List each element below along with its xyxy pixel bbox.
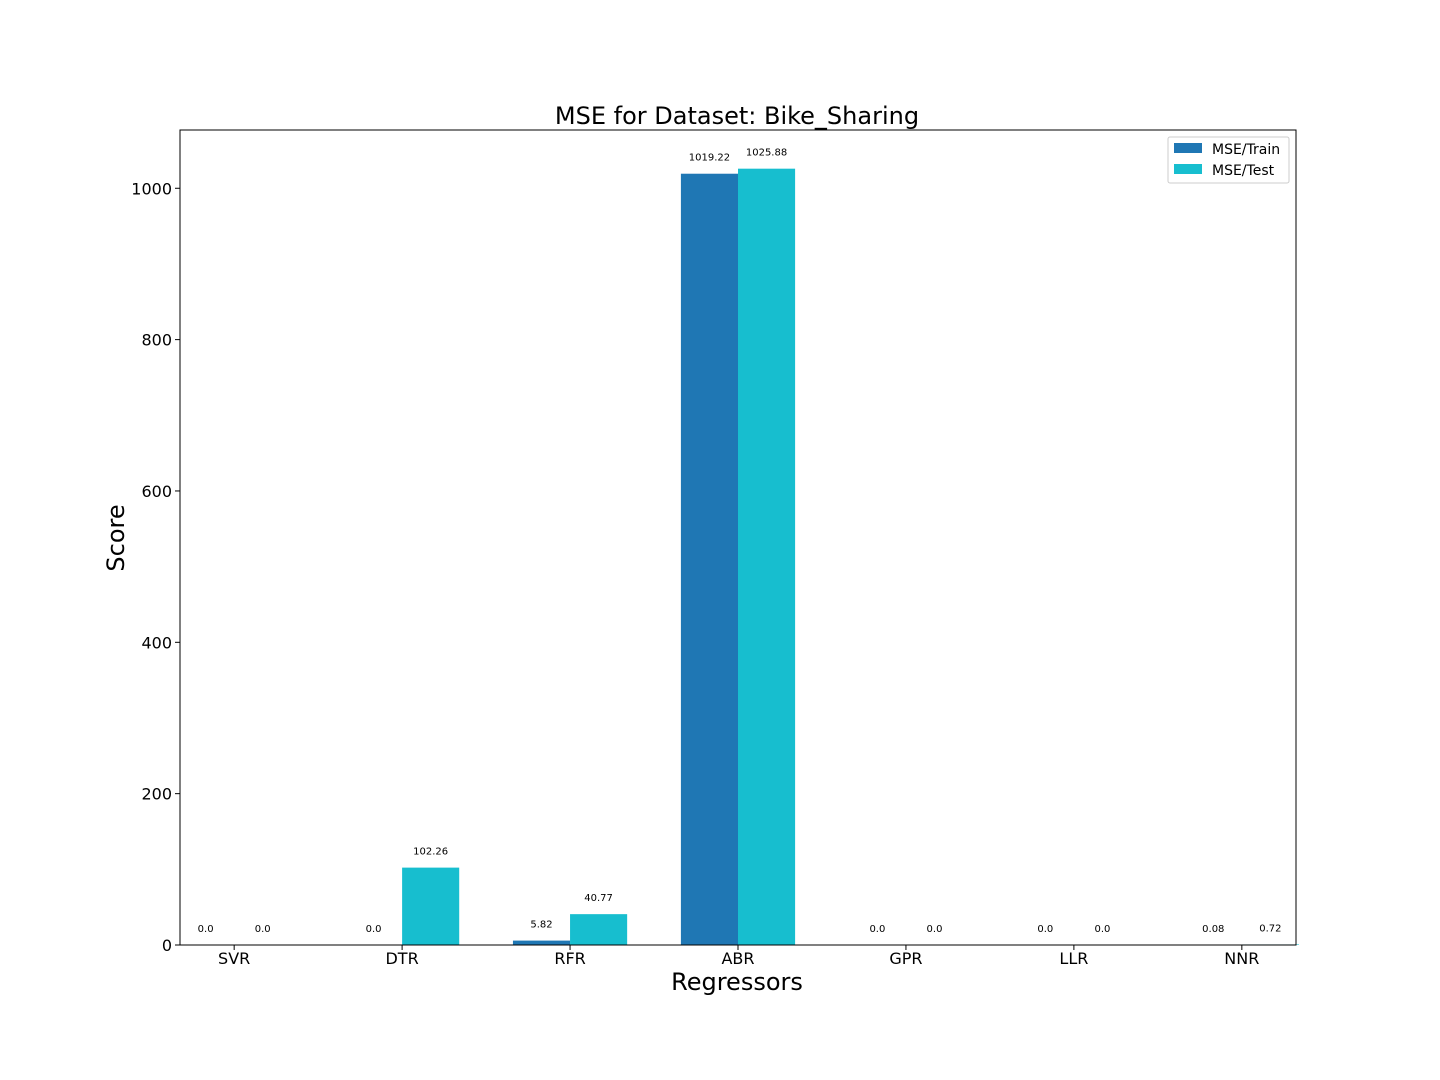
- y-axis-label: Score: [102, 504, 130, 571]
- x-tick-label-rfr: RFR: [554, 949, 585, 968]
- data-label-test-svr: 0.0: [255, 924, 271, 935]
- data-label-test-abr: 1025.88: [746, 148, 787, 159]
- bar-test-rfr: [570, 914, 628, 945]
- data-label-train-dtr: 0.0: [366, 924, 382, 935]
- x-axis: SVR DTR RFR ABR GPR LLR NNR: [218, 945, 1259, 968]
- y-tick-label: 800: [141, 331, 172, 350]
- data-label-test-nnr: 0.72: [1259, 923, 1281, 934]
- legend-swatch-test: [1174, 164, 1202, 174]
- data-label-test-rfr: 40.77: [584, 893, 613, 904]
- legend-label-train: MSE/Train: [1212, 142, 1280, 158]
- x-tick-label-gpr: GPR: [889, 949, 922, 968]
- data-label-train-abr: 1019.22: [689, 153, 730, 164]
- x-tick-label-svr: SVR: [218, 949, 250, 968]
- x-tick-label-nnr: NNR: [1224, 949, 1259, 968]
- data-label-train-nnr: 0.08: [1202, 924, 1224, 935]
- data-label-test-gpr: 0.0: [927, 924, 943, 935]
- y-tick-label: 400: [141, 633, 172, 652]
- bar-train-rfr: [512, 940, 571, 945]
- x-tick-label-abr: ABR: [721, 949, 754, 968]
- y-tick-label: 1000: [131, 179, 172, 198]
- data-label-train-rfr: 5.82: [530, 920, 552, 931]
- data-label-test-llr: 0.0: [1094, 924, 1110, 935]
- data-label-train-svr: 0.0: [198, 924, 214, 935]
- y-tick-label: 0: [162, 936, 172, 955]
- chart-title: MSE for Dataset: Bike_Sharing: [555, 102, 919, 130]
- data-label-test-dtr: 102.26: [413, 847, 448, 858]
- y-tick-label: 200: [141, 785, 172, 804]
- data-labels-group: 0.0 0.0 5.82 1019.22 0.0 0.0 0.08 0.0 102.26 40.7…: [198, 148, 1282, 935]
- x-tick-label-dtr: DTR: [385, 949, 418, 968]
- data-label-train-llr: 0.0: [1037, 924, 1053, 935]
- y-tick-label: 600: [141, 482, 172, 501]
- legend-label-test: MSE/Test: [1212, 163, 1275, 179]
- legend: MSE/Train MSE/Test: [1167, 136, 1290, 184]
- legend-swatch-train: [1174, 143, 1202, 153]
- y-axis: 0 200 400 600 800 1000: [131, 179, 180, 955]
- bar-test-dtr: [402, 867, 460, 945]
- data-label-train-gpr: 0.0: [869, 924, 885, 935]
- bar-test-abr: [738, 168, 796, 945]
- x-tick-label-llr: LLR: [1059, 949, 1088, 968]
- bars-group: [402, 168, 1299, 946]
- x-axis-label: Regressors: [671, 968, 803, 996]
- bar-train-abr: [680, 173, 738, 946]
